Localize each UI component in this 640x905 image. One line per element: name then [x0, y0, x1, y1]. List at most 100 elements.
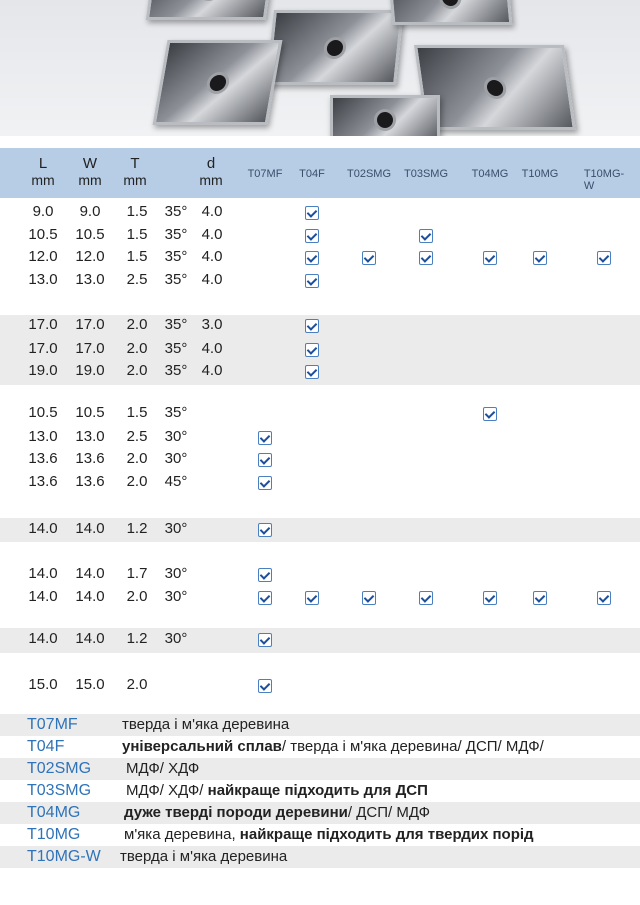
cell-L: 13.0	[28, 428, 58, 445]
checkbox-checked-icon	[419, 251, 433, 265]
cell-W: 14.0	[75, 630, 105, 647]
cell-T: 1.2	[126, 630, 148, 647]
header-W-label: W	[82, 155, 98, 172]
cell-d: 4.0	[201, 226, 223, 243]
legend-code: T03SMG	[27, 782, 92, 799]
checkbox-checked-icon	[305, 343, 319, 357]
cell-T: 2.0	[126, 316, 148, 333]
cell-L: 9.0	[32, 203, 54, 220]
cell-T: 2.0	[126, 588, 148, 605]
legend-text-bold: дуже тверді породи деревини	[124, 804, 348, 821]
checkbox-checked-icon	[305, 251, 319, 265]
cell-W: 13.0	[75, 271, 105, 288]
checkbox-checked-icon	[597, 251, 611, 265]
row-group	[0, 628, 640, 653]
header-grade-t03smg: T03SMG	[403, 168, 449, 180]
header-grade-t04f: T04F	[299, 168, 325, 180]
checkbox-checked-icon	[533, 251, 547, 265]
header-T-unit: mm	[123, 172, 147, 188]
checkbox-checked-icon	[258, 523, 272, 537]
cell-L: 10.5	[28, 226, 58, 243]
cell-W: 17.0	[75, 340, 105, 357]
cell-W: 14.0	[75, 565, 105, 582]
legend-description: дуже тверді породи деревини/ ДСП/ МДФ	[124, 802, 430, 824]
legend-description: тверда і м'яка деревина	[120, 846, 287, 868]
cell-d: 4.0	[201, 340, 223, 357]
checkbox-checked-icon	[258, 633, 272, 647]
checkbox-checked-icon	[305, 274, 319, 288]
header-d-unit: mm	[199, 172, 223, 188]
cell-W: 17.0	[75, 316, 105, 333]
legend-description: м'яка деревина, найкраще підходить для т…	[124, 824, 534, 846]
legend-description: універсальний сплав/ тверда і м'яка дере…	[122, 736, 544, 758]
checkbox-checked-icon	[258, 679, 272, 693]
legend-row: T04MG дуже тверді породи деревини/ ДСП/ М…	[0, 802, 640, 824]
checkbox-checked-icon	[533, 591, 547, 605]
legend-text: МДФ/ ХДФ/	[126, 782, 208, 799]
header-grade-t10mg-w: T10MG-W	[583, 168, 625, 192]
cell-W: 10.5	[75, 404, 105, 421]
checkbox-checked-icon	[305, 591, 319, 605]
checkbox-checked-icon	[258, 476, 272, 490]
header-L-unit: mm	[31, 172, 55, 188]
cell-L: 17.0	[28, 316, 58, 333]
cell-L: 19.0	[28, 362, 58, 379]
legend-row: T04F універсальний сплав/ тверда і м'яка …	[0, 736, 640, 758]
cell-d: 4.0	[201, 271, 223, 288]
cell-angle: 30°	[164, 520, 188, 537]
checkbox-checked-icon	[258, 431, 272, 445]
header-grade-t07mf: T07MF	[247, 168, 283, 180]
checkbox-checked-icon	[483, 251, 497, 265]
legend-text-bold: універсальний сплав	[122, 738, 282, 755]
cell-L: 13.6	[28, 450, 58, 467]
cell-L: 14.0	[28, 630, 58, 647]
cell-T: 1.5	[126, 203, 148, 220]
header-d-label: d	[206, 155, 216, 172]
cell-angle: 30°	[164, 450, 188, 467]
cell-W: 19.0	[75, 362, 105, 379]
header-grade-t10mg: T10MG	[521, 168, 559, 180]
cell-T: 1.5	[126, 226, 148, 243]
cell-d: 4.0	[201, 362, 223, 379]
header-grade-t04mg: T04MG	[471, 168, 509, 180]
legend-row: T10MG м'яка деревина, найкраще підходить …	[0, 824, 640, 846]
cell-T: 2.0	[126, 473, 148, 490]
legend-text: МДФ/ ХДФ	[126, 760, 200, 777]
cell-L: 13.0	[28, 271, 58, 288]
cell-L: 15.0	[28, 676, 58, 693]
cell-W: 15.0	[75, 676, 105, 693]
cell-T: 1.2	[126, 520, 148, 537]
cell-angle: 35°	[164, 271, 188, 288]
cell-angle: 35°	[164, 226, 188, 243]
cell-angle: 35°	[164, 362, 188, 379]
checkbox-checked-icon	[258, 568, 272, 582]
checkbox-checked-icon	[258, 453, 272, 467]
legend-code: T04MG	[27, 804, 81, 821]
cell-W: 9.0	[79, 203, 101, 220]
legend-row: T10MG-W тверда і м'яка деревина	[0, 846, 640, 868]
checkbox-checked-icon	[362, 251, 376, 265]
header-L-label: L	[38, 155, 48, 172]
cell-L: 14.0	[28, 520, 58, 537]
cell-L: 13.6	[28, 473, 58, 490]
product-photo	[0, 0, 640, 136]
checkbox-checked-icon	[305, 365, 319, 379]
table-header	[0, 148, 640, 198]
legend-text: / ДСП/ МДФ	[347, 804, 431, 821]
legend-text-bold: найкраще підходить для твердих порід	[239, 826, 534, 843]
checkbox-checked-icon	[362, 591, 376, 605]
cell-T: 1.7	[126, 565, 148, 582]
cell-angle: 30°	[164, 630, 188, 647]
legend-text: тверда і м'яка деревина	[120, 848, 288, 865]
cell-d: 3.0	[201, 316, 223, 333]
checkbox-checked-icon	[305, 229, 319, 243]
header-W-unit: mm	[78, 172, 102, 188]
cell-W: 14.0	[75, 520, 105, 537]
cell-angle: 30°	[164, 428, 188, 445]
cell-W: 13.6	[75, 473, 105, 490]
cell-angle: 35°	[164, 316, 188, 333]
legend-code: T02SMG	[27, 760, 92, 777]
legend-code: T07MF	[27, 716, 78, 733]
header-T-label: T	[130, 155, 140, 172]
cell-W: 13.6	[75, 450, 105, 467]
